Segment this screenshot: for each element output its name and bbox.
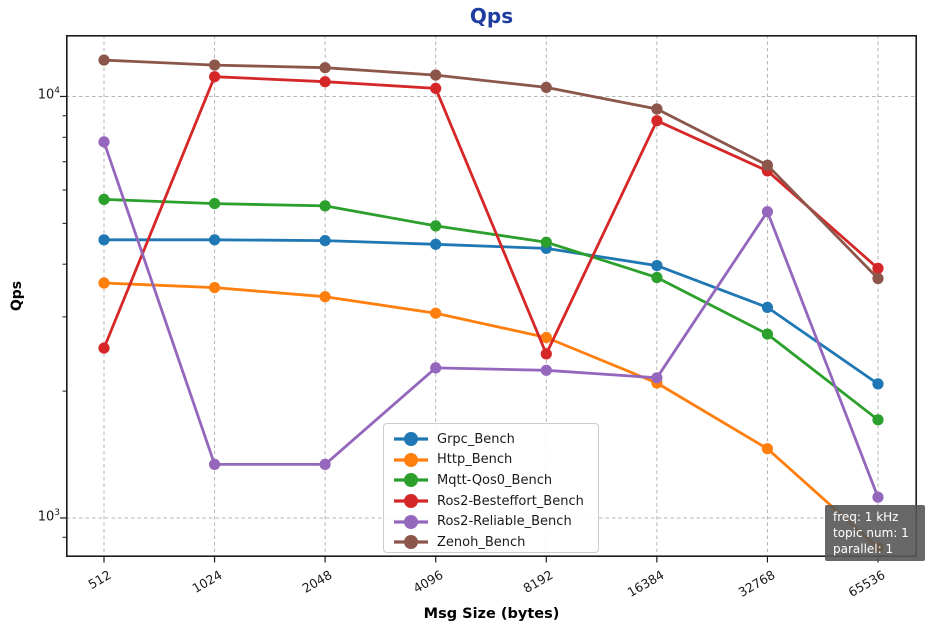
data-point-Ros2-Reliable_Bench (209, 458, 221, 470)
data-point-Grpc_Bench (761, 301, 774, 313)
data-point-Mqtt-Qos0_Bench (651, 271, 663, 284)
y-tick-label: 104 (37, 86, 60, 103)
legend: Grpc_Bench Http_Bench Mqtt-Qos0_Bench Ros2-… (383, 423, 599, 553)
legend-item-Zenoh_Bench: Zenoh_Bench (394, 532, 598, 553)
data-point-Ros2-Reliable_Bench (540, 364, 552, 376)
legend-line-marker-icon (394, 514, 428, 529)
data-point-Mqtt-Qos0_Bench (209, 198, 221, 210)
x-tick-label: 2048 (299, 567, 335, 596)
data-point-Ros2-Reliable_Bench (872, 491, 884, 503)
data-point-Mqtt-Qos0_Bench (319, 200, 331, 212)
data-point-Ros2-Reliable_Bench (651, 372, 663, 384)
data-point-Zenoh_Bench (430, 69, 442, 81)
data-point-Ros2-Besteffort_Bench (319, 76, 331, 88)
legend-line-marker-icon (394, 432, 428, 447)
legend-item-label: Grpc_Bench (437, 431, 515, 447)
data-point-Ros2-Besteffort_Bench (209, 71, 221, 83)
legend-item-label: Zenoh_Bench (437, 534, 526, 550)
series-line-Ros2-Besteffort_Bench (102, 75, 880, 356)
x-tick-label: 16384 (624, 567, 667, 600)
data-point-Grpc_Bench (872, 378, 884, 390)
y-tick-label: 103 (37, 507, 60, 525)
legend-item-label: Ros2-Reliable_Bench (437, 514, 572, 530)
legend-line-marker-icon (394, 494, 428, 509)
plot-area (60, 35, 918, 563)
data-point-Ros2-Besteffort_Bench (651, 115, 663, 127)
series-line-Grpc_Bench (102, 238, 880, 386)
data-point-Zenoh_Bench (209, 59, 221, 71)
legend-line-marker-icon (394, 535, 428, 550)
plot-border (66, 35, 918, 558)
chart-title: Qps (469, 4, 514, 28)
annotation-line: topic num: 1 (833, 526, 909, 540)
data-point-Http_Bench (319, 291, 331, 303)
data-point-Zenoh_Bench (98, 54, 110, 66)
data-point-Grpc_Bench (209, 234, 221, 246)
annotation-box: freq: 1 kHz topic num: 1 parallel: 1 (825, 505, 925, 561)
legend-line-marker-icon (394, 452, 428, 467)
y-axis-label: Qps (9, 280, 25, 312)
data-point-Ros2-Besteffort_Bench (98, 342, 110, 354)
series-line-Ros2-Reliable_Bench (102, 140, 880, 499)
data-point-Zenoh_Bench (872, 272, 884, 285)
data-point-Grpc_Bench (430, 238, 442, 250)
legend-item-Ros2-Reliable_Bench: Ros2-Reliable_Bench (394, 511, 598, 532)
data-point-Http_Bench (209, 282, 221, 294)
data-point-Mqtt-Qos0_Bench (761, 328, 774, 340)
data-point-Zenoh_Bench (540, 81, 552, 93)
x-tick-label: 512 (85, 567, 114, 592)
series-line-Zenoh_Bench (102, 58, 880, 280)
data-point-Mqtt-Qos0_Bench (430, 220, 442, 232)
data-point-Zenoh_Bench (651, 103, 663, 115)
legend-item-Mqtt-Qos0_Bench: Mqtt-Qos0_Bench (394, 470, 598, 491)
data-point-Grpc_Bench (651, 260, 663, 272)
data-point-Ros2-Reliable_Bench (430, 362, 442, 374)
data-point-Grpc_Bench (98, 234, 110, 246)
x-tick-label: 65536 (845, 567, 888, 600)
data-point-Http_Bench (540, 331, 552, 344)
x-tick-label: 8192 (520, 567, 557, 596)
data-point-Mqtt-Qos0_Bench (98, 193, 110, 205)
legend-item-label: Ros2-Besteffort_Bench (437, 493, 584, 509)
legend-item-Http_Bench: Http_Bench (394, 450, 598, 471)
data-point-Ros2-Reliable_Bench (98, 136, 110, 148)
annotation-line: parallel: 1 (833, 542, 894, 556)
data-point-Ros2-Besteffort_Bench (430, 82, 442, 94)
x-axis-label: Msg Size (bytes) (423, 606, 560, 622)
data-point-Ros2-Besteffort_Bench (872, 262, 884, 274)
data-point-Mqtt-Qos0_Bench (872, 414, 884, 426)
data-point-Ros2-Reliable_Bench (761, 206, 774, 218)
legend-item-Grpc_Bench: Grpc_Bench (394, 429, 598, 450)
legend-item-label: Mqtt-Qos0_Bench (437, 472, 553, 488)
legend-item-Ros2-Besteffort_Bench: Ros2-Besteffort_Bench (394, 491, 598, 512)
x-tick-label: 1024 (189, 567, 225, 596)
series-line-Mqtt-Qos0_Bench (102, 197, 880, 422)
data-point-Mqtt-Qos0_Bench (540, 236, 552, 248)
data-point-Http_Bench (761, 443, 774, 455)
data-point-Zenoh_Bench (319, 62, 331, 74)
x-tick-label: 4096 (410, 567, 446, 596)
legend-line-marker-icon (394, 473, 428, 488)
data-point-Grpc_Bench (319, 235, 331, 247)
data-point-Http_Bench (98, 277, 110, 289)
series-line-Http_Bench (102, 281, 880, 550)
data-point-Http_Bench (430, 307, 442, 319)
data-point-Zenoh_Bench (761, 159, 774, 171)
legend-item-label: Http_Bench (437, 452, 513, 468)
x-tick-label: 32768 (735, 567, 778, 600)
data-point-Ros2-Reliable_Bench (319, 458, 331, 470)
annotation-line: freq: 1 kHz (833, 510, 899, 524)
data-point-Ros2-Besteffort_Bench (540, 348, 552, 360)
